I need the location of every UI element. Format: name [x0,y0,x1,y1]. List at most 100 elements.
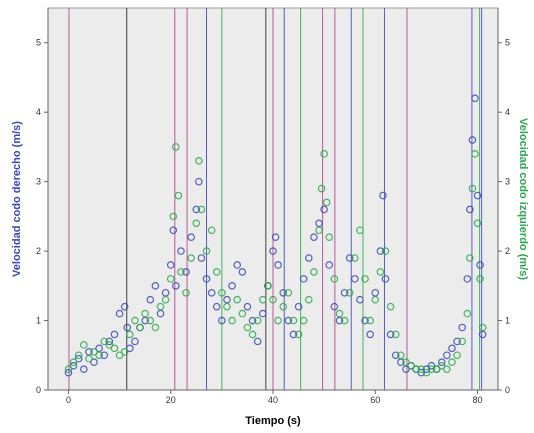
point-0-82 [458,323,467,332]
point-0-61 [356,295,364,304]
point-0-47 [284,316,293,325]
point-0-45 [274,261,282,269]
point-1-34 [223,302,231,311]
point-0-29 [197,254,206,262]
x-tick-label-3: 60 [370,395,380,405]
point-1-50 [304,295,313,304]
point-1-84 [466,254,474,262]
point-1-82 [458,337,467,346]
point-0-25 [182,268,190,276]
y-axis-label-left: Velocidad codo derecho (m/s) [11,121,23,277]
point-1-76 [427,365,436,373]
series-layer [64,94,487,377]
y-left-tick-label-1: 1 [36,316,41,326]
point-0-21 [166,261,175,269]
point-1-29 [197,205,206,214]
point-0-75 [422,365,431,373]
point-0-32 [212,302,221,311]
point-0-2 [74,354,83,363]
point-1-6 [95,351,103,360]
point-1-62 [356,226,364,235]
x-ticks: 0 20 40 60 80 [66,390,483,405]
point-1-39 [248,330,257,339]
point-1-23 [174,191,183,200]
point-1-77 [432,365,441,373]
point-0-52 [310,233,318,242]
y-ticks-right: 0 1 2 3 4 5 [498,38,510,395]
x-axis-label: Tiempo (s) [245,415,301,427]
point-1-60 [345,288,354,297]
point-0-65 [376,247,385,255]
y-right-tick-label-3: 3 [505,177,510,187]
y-right-tick-label-2: 2 [505,246,510,256]
point-1-12 [126,330,134,339]
y-right-tick-label-0: 0 [505,385,510,395]
point-0-86 [471,94,479,103]
point-1-49 [299,316,308,325]
point-1-53 [317,184,326,193]
point-1-15 [141,309,149,318]
y-right-tick-label-5: 5 [505,38,510,48]
point-0-39 [248,316,257,325]
point-0-80 [448,344,456,353]
point-0-36 [233,261,242,269]
point-1-1 [69,358,78,367]
x-tick-label-2: 40 [268,395,278,405]
point-1-27 [192,219,201,228]
point-1-69 [391,330,400,339]
point-1-16 [146,316,155,325]
point-0-1 [69,361,78,370]
point-1-26 [187,254,195,262]
y-right-tick-label-1: 1 [505,316,510,326]
point-0-41 [258,309,267,318]
point-0-35 [228,282,236,290]
x-tick-label-4: 80 [473,395,483,405]
point-0-37 [238,268,247,276]
point-0-54 [320,205,328,214]
point-1-19 [161,295,170,304]
point-1-55 [322,198,331,207]
point-0-24 [177,247,185,255]
y-left-tick-label-0: 0 [36,385,41,395]
point-0-40 [253,337,262,346]
point-1-63 [361,275,369,283]
point-0-26 [187,233,195,242]
point-0-27 [192,205,201,214]
point-0-33 [218,316,226,325]
point-1-14 [136,323,144,332]
point-0-14 [131,337,139,346]
point-1-18 [156,302,165,311]
point-0-7 [100,351,109,360]
y-left-tick-label-2: 2 [36,246,41,256]
y-left-tick-label-5: 5 [36,38,41,48]
point-1-36 [233,295,242,304]
point-1-46 [284,288,293,297]
point-1-66 [376,268,385,276]
point-1-38 [243,323,252,332]
point-1-32 [212,268,221,276]
point-1-28 [195,157,203,165]
y-ticks-left: 0 1 2 3 4 5 [36,38,48,395]
point-1-51 [310,268,318,276]
point-1-0 [64,365,73,373]
point-0-74 [417,368,426,377]
point-1-85 [468,184,477,193]
y-axis-label-right: Velocidad codo izquierdo (m/s) [517,118,529,280]
point-0-56 [330,302,339,311]
point-0-63 [366,330,374,339]
y-left-tick-label-4: 4 [36,107,41,117]
point-1-7 [100,337,109,346]
point-0-49 [294,302,303,311]
point-0-79 [443,351,451,360]
point-1-81 [453,351,461,360]
point-1-45 [279,302,288,311]
point-0-30 [202,275,211,283]
point-0-9 [110,330,119,339]
point-1-74 [417,365,426,373]
point-0-48 [289,330,298,339]
point-0-62 [361,316,369,325]
point-1-88 [476,275,484,283]
point-1-9 [110,344,119,353]
point-1-17 [151,323,160,332]
point-0-12 [123,323,132,332]
